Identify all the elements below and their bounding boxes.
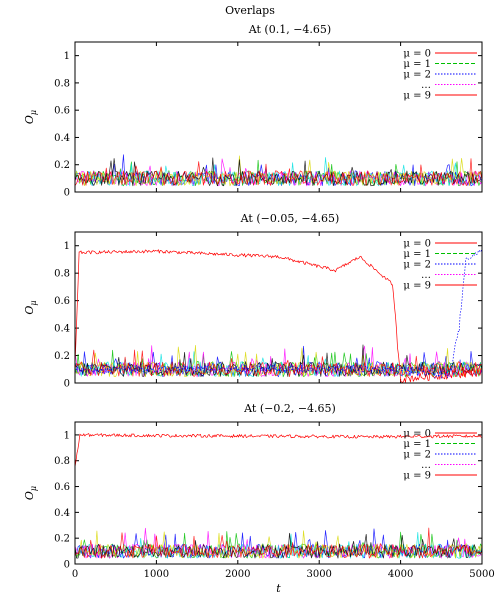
series-line-2 bbox=[74, 248, 483, 379]
y-tick-label: 0.4 bbox=[54, 508, 70, 519]
y-tick-label: 0.2 bbox=[54, 534, 70, 545]
legend-label: μ = 9 bbox=[403, 471, 431, 482]
y-tick-label: 0 bbox=[64, 379, 70, 390]
plot-frame bbox=[74, 41, 483, 193]
x-tick-label: 5000 bbox=[469, 569, 494, 580]
legend-label: … bbox=[421, 80, 431, 91]
legend: μ = 0μ = 1μ = 2…μ = 9 bbox=[403, 239, 477, 292]
series-line-0 bbox=[74, 249, 483, 383]
legend-label: μ = 1 bbox=[403, 439, 431, 450]
legend-label: … bbox=[421, 270, 431, 281]
series-line-0 bbox=[74, 433, 483, 468]
legend-label: μ = 2 bbox=[403, 450, 431, 461]
y-tick-label: 0.6 bbox=[54, 106, 70, 117]
x-tick-label: 3000 bbox=[306, 569, 331, 580]
legend-label: μ = 0 bbox=[403, 239, 431, 250]
y-tick-label: 1 bbox=[64, 241, 70, 252]
legend: μ = 0μ = 1μ = 2…μ = 9 bbox=[403, 429, 477, 482]
panel-title: At (0.1, −4.65) bbox=[248, 23, 331, 36]
y-tick-label: 0.4 bbox=[54, 133, 70, 144]
y-tick-label: 0.8 bbox=[54, 456, 70, 467]
plot-frame bbox=[74, 421, 483, 565]
legend-label: μ = 9 bbox=[403, 281, 431, 292]
y-tick-label: 0.2 bbox=[54, 351, 70, 362]
legend-label: μ = 1 bbox=[403, 59, 431, 70]
y-axis-label: Oμ bbox=[23, 110, 38, 124]
noise-trace-6 bbox=[74, 527, 483, 559]
figure-title: Overlaps bbox=[225, 4, 275, 17]
legend-label: μ = 0 bbox=[403, 49, 431, 60]
noise-trace-5 bbox=[74, 157, 483, 187]
noise-trace-5 bbox=[74, 532, 483, 559]
y-axis-label: Oμ bbox=[23, 300, 38, 314]
x-tick-label: 0 bbox=[72, 569, 78, 580]
noise-trace-3 bbox=[74, 532, 483, 559]
y-tick-label: 0.8 bbox=[54, 78, 70, 89]
panel-title: At (−0.05, −4.65) bbox=[240, 212, 340, 225]
y-tick-label: 1 bbox=[64, 51, 70, 62]
y-tick-label: 0.8 bbox=[54, 269, 70, 280]
panel-3: At (−0.2, −4.65) Oμ 0 0.2 0.4 0.6 0.8 1 0 1000 200… bbox=[23, 402, 495, 595]
y-tick-label: 1 bbox=[64, 430, 70, 441]
noise-band bbox=[74, 527, 483, 559]
x-axis-label: t bbox=[276, 582, 281, 595]
noise-trace-4 bbox=[74, 345, 483, 378]
legend-label: μ = 9 bbox=[403, 91, 431, 102]
y-tick-label: 0 bbox=[64, 560, 70, 571]
noise-band bbox=[74, 344, 483, 378]
noise-trace-6 bbox=[74, 158, 483, 187]
legend: μ = 0μ = 1μ = 2…μ = 9 bbox=[403, 49, 477, 102]
y-tick-label: 0.4 bbox=[54, 324, 70, 335]
legend-label: μ = 2 bbox=[403, 70, 431, 81]
legend-label: μ = 1 bbox=[403, 249, 431, 260]
panel-title: At (−0.2, −4.65) bbox=[243, 402, 336, 415]
noise-trace-5 bbox=[74, 344, 483, 378]
y-tick-label: 0 bbox=[64, 188, 70, 199]
x-tick-label: 1000 bbox=[144, 569, 169, 580]
legend-label: … bbox=[421, 460, 431, 471]
x-tick-label: 2000 bbox=[225, 569, 250, 580]
legend-label: μ = 0 bbox=[403, 429, 431, 440]
plot-frame bbox=[74, 231, 483, 384]
noise-band bbox=[74, 154, 483, 187]
y-tick-label: 0.6 bbox=[54, 482, 70, 493]
y-tick-label: 0.2 bbox=[54, 160, 70, 171]
y-axis-label: Oμ bbox=[23, 486, 38, 500]
y-tick-label: 0.6 bbox=[54, 296, 70, 307]
legend-label: μ = 2 bbox=[403, 260, 431, 271]
x-tick-label: 4000 bbox=[388, 569, 413, 580]
